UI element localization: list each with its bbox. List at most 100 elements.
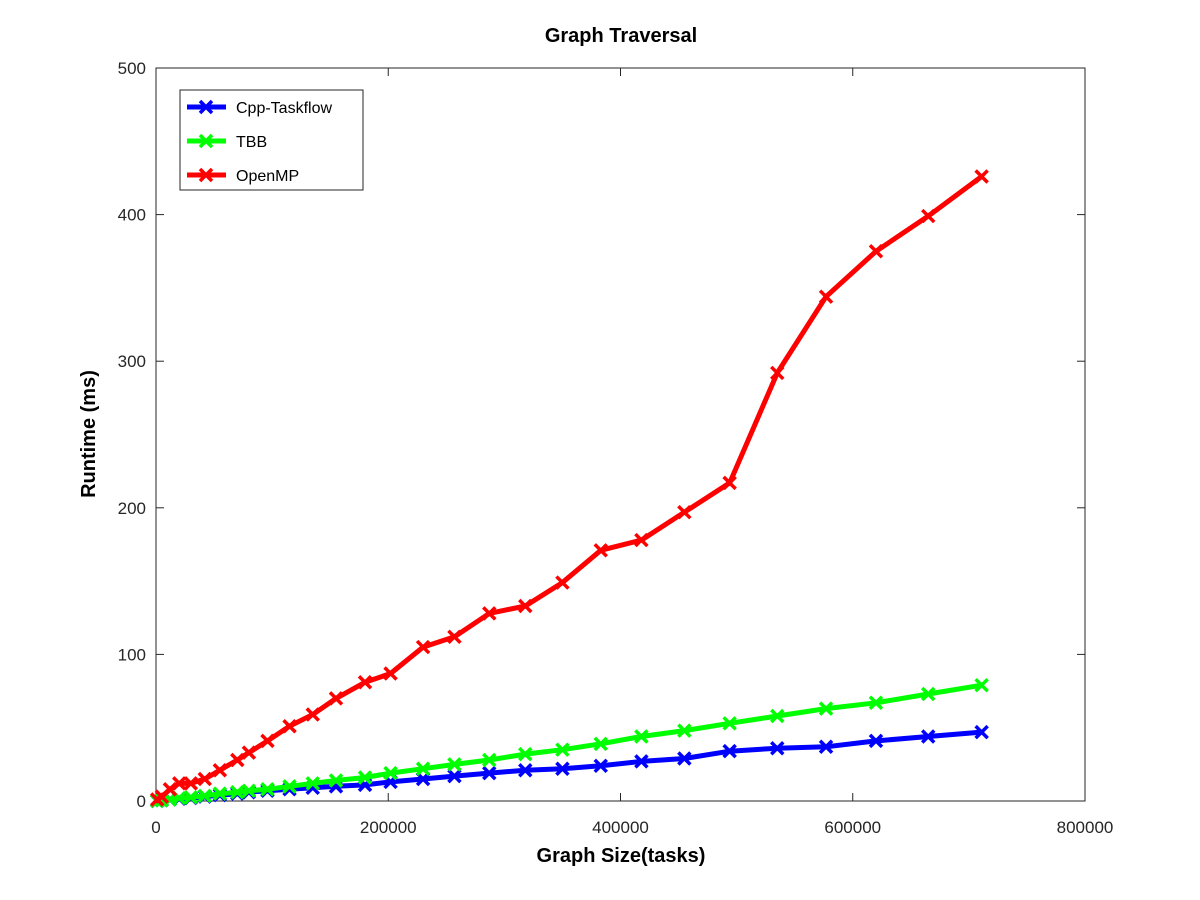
marker-stroke (482, 765, 497, 781)
marker-stroke (770, 708, 785, 724)
legend-item: Cpp-Taskflow (187, 99, 332, 117)
x-tick-label: 400000 (592, 818, 649, 837)
y-tick-label: 500 (118, 59, 146, 78)
marker-stroke (920, 208, 936, 224)
data-point (677, 504, 692, 520)
data-point (818, 739, 834, 754)
data-point (230, 752, 245, 768)
marker-stroke (974, 169, 989, 184)
marker-stroke (818, 289, 834, 304)
data-point (383, 765, 398, 781)
data-point (482, 765, 497, 781)
y-tick-label: 400 (118, 206, 146, 225)
data-point (305, 776, 321, 791)
data-point (328, 773, 344, 788)
axis-ticks: 0 200000 400000 600000 800000 0 100 200 300 400 50… (118, 59, 1114, 837)
y-axis-label: Runtime (ms) (78, 370, 100, 498)
data-point (868, 695, 884, 711)
marker-stroke (162, 782, 178, 797)
marker-stroke (183, 790, 199, 805)
marker-stroke (770, 365, 785, 381)
marker-stroke (722, 475, 737, 491)
data-point (518, 746, 533, 762)
data-point (677, 751, 692, 766)
legend-item: TBB (187, 133, 267, 151)
marker-stroke (482, 606, 497, 621)
marker-stroke (447, 629, 462, 645)
marker-stroke (282, 779, 297, 794)
marker-stroke (198, 133, 214, 149)
legend-swatch-marker (198, 133, 214, 149)
legend-label: TBB (236, 134, 267, 151)
data-point (383, 666, 398, 681)
marker-stroke (198, 99, 214, 115)
data-point (677, 723, 692, 738)
data-point (974, 169, 989, 184)
marker-stroke (305, 776, 321, 791)
marker-stroke (593, 758, 608, 774)
data-point (260, 733, 275, 749)
data-point (634, 532, 649, 548)
marker-stroke (722, 743, 737, 759)
x-tick-label: 200000 (360, 818, 417, 837)
data-point (770, 365, 785, 381)
marker-stroke (634, 532, 649, 548)
data-point (974, 724, 989, 740)
data-point (868, 244, 884, 259)
data-point (482, 606, 497, 621)
marker-stroke (328, 691, 344, 706)
legend-swatch-marker (198, 167, 214, 183)
marker-stroke (555, 761, 570, 776)
data-point (212, 762, 228, 778)
marker-stroke (818, 701, 834, 716)
marker-stroke (634, 729, 649, 744)
data-point (518, 598, 533, 614)
data-point (818, 701, 834, 716)
data-point (282, 779, 297, 794)
marker-stroke (974, 677, 989, 693)
data-point (770, 740, 785, 756)
marker-stroke (260, 782, 275, 797)
marker-stroke (230, 752, 245, 768)
data-point (260, 782, 275, 797)
legend-item: OpenMP (187, 167, 299, 185)
data-point (305, 707, 321, 722)
data-point (482, 752, 497, 768)
marker-stroke (722, 716, 737, 731)
data-point (171, 776, 187, 791)
y-tick-label: 300 (118, 352, 146, 371)
y-tick-label: 100 (118, 645, 146, 664)
marker-stroke (593, 543, 608, 558)
series-layer (149, 169, 989, 809)
data-point (920, 208, 936, 224)
legend: Cpp-Taskflow TBB OpenMP (179, 89, 364, 191)
marker-stroke (518, 598, 533, 614)
marker-stroke (634, 754, 649, 769)
marker-stroke (230, 784, 245, 800)
y-tick-label: 0 (137, 792, 146, 811)
marker-stroke (171, 790, 187, 806)
marker-stroke (357, 675, 373, 690)
marker-stroke (868, 733, 884, 749)
data-point (974, 677, 989, 693)
legend-label: Cpp-Taskflow (236, 100, 332, 117)
marker-stroke (357, 770, 373, 785)
data-point (447, 757, 462, 772)
data-point (328, 691, 344, 706)
data-point (593, 736, 608, 752)
data-point (722, 475, 737, 491)
data-point (447, 629, 462, 645)
marker-stroke (482, 752, 497, 768)
data-point (447, 768, 462, 784)
data-point (230, 784, 245, 800)
marker-stroke (447, 757, 462, 772)
x-tick-label: 600000 (824, 818, 881, 837)
x-tick-label: 0 (151, 818, 160, 837)
data-point (415, 761, 431, 776)
marker-stroke (677, 751, 692, 766)
data-point (415, 639, 431, 655)
legend-swatch-marker (198, 99, 214, 115)
marker-stroke (183, 776, 199, 791)
legend-label: OpenMP (236, 168, 299, 185)
marker-stroke (555, 742, 570, 757)
